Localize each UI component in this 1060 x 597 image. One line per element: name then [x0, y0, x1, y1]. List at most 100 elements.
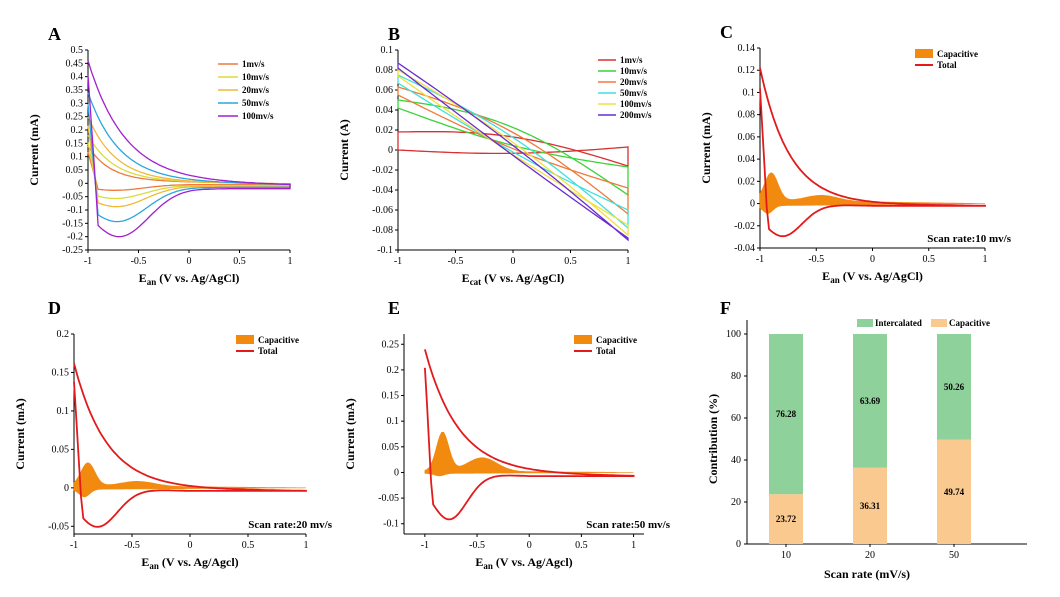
x-axis-label-main: E	[141, 555, 149, 569]
series-loop-200mv/s	[397, 61, 629, 242]
y-tick-label: 0	[78, 178, 83, 189]
panel-D: D -0.05 0 0.05 0.1 0.15 0.2 -1 -0.5 0 0.5 1 Current …	[13, 298, 333, 571]
x-axis-label-main: E	[139, 271, 147, 285]
x-tick-label: 1	[983, 254, 988, 265]
y-tick-label: 0	[736, 539, 741, 550]
y-tick-label: -0.02	[372, 165, 393, 176]
legend-label: 1mv/s	[620, 55, 643, 65]
x-tick-label: 0	[527, 540, 532, 551]
scan-rate-annotation: Scan rate:10 mv/s	[927, 233, 1011, 245]
y-tick-label: 0.1	[57, 406, 70, 417]
legend-label-capacitive: Capacitive	[949, 318, 990, 328]
series-loop-50mv/s	[397, 73, 629, 230]
panel-A: A -0.25 -0.2 -0.15 -0.1 -0.05 0 0.05 0.1 0.15 0.2 0…	[27, 24, 293, 287]
y-tick-label: -0.1	[377, 245, 393, 256]
y-tick-label: -0.25	[62, 245, 83, 256]
panel-label: B	[388, 24, 400, 44]
series-line-100mv/s	[87, 60, 291, 238]
legend-label-intercalated: Intercalated	[875, 318, 922, 328]
bar-intercalated-20	[853, 334, 887, 468]
x-axis-label: Ean (V vs. Ag/Agcl)	[475, 555, 572, 571]
panel-B: B -0.1 -0.08 -0.06 -0.04 -0.02 0 0.02 0.04 0.06 0.…	[337, 24, 652, 287]
y-axis-label: Contribution (%)	[706, 394, 720, 484]
y-tick-label: 0.12	[738, 65, 756, 76]
x-tick-label: -1	[421, 540, 429, 551]
x-tick-label: 0	[187, 256, 192, 267]
y-tick-label: -0.05	[378, 493, 399, 504]
y-axis-label: Current (mA)	[343, 398, 357, 469]
legend-swatch-capacitive	[236, 335, 254, 344]
legend-label-total: Total	[596, 346, 616, 356]
y-tick-label: 0.25	[66, 112, 84, 123]
bar-data-label: 23.72	[776, 514, 797, 524]
x-tick-label: 50	[949, 550, 959, 561]
y-tick-label: -0.05	[62, 192, 83, 203]
x-tick-label: -0.5	[131, 256, 147, 267]
panel-E: E -0.1 -0.05 0 0.05 0.1 0.15 0.2 0.25 -1 -0.5 0 0.5 1…	[343, 298, 671, 571]
legend-label-total: Total	[937, 60, 957, 70]
y-tick-label: 40	[731, 455, 741, 466]
y-tick-label: 0.08	[376, 65, 394, 76]
y-tick-label: 0.3	[71, 98, 84, 109]
y-tick-label: 0.14	[738, 43, 756, 54]
y-tick-label: -0.06	[372, 205, 393, 216]
bar-data-label: 63.69	[860, 396, 881, 406]
x-axis-label-rest: (V vs. Ag/Agcl)	[493, 555, 573, 569]
x-axis-label: Ean (V vs. Ag/AgCl)	[139, 271, 240, 287]
legend-swatch-capacitive	[931, 319, 947, 327]
x-tick-label: 10	[781, 550, 791, 561]
x-axis-label: Ean (V vs. Ag/Agcl)	[141, 555, 238, 571]
panel-C: C -0.04 -0.02 0 0.02 0.04 0.06 0.08 0.1 0.12 0.14 -…	[699, 22, 1012, 285]
legend-label: 20mv/s	[242, 85, 269, 95]
x-tick-label: 0	[511, 256, 516, 267]
x-axis-label-sub: an	[483, 561, 493, 571]
y-tick-label: 0.05	[382, 442, 400, 453]
series-line-20mv/s	[87, 116, 291, 208]
x-axis-label-main: E	[475, 555, 483, 569]
legend-label: 10mv/s	[242, 72, 269, 82]
x-tick-label: -1	[394, 256, 402, 267]
x-tick-label: 0.5	[575, 540, 588, 551]
x-tick-label: 1	[626, 256, 631, 267]
y-tick-label: 0.1	[71, 152, 84, 163]
y-tick-label: 0.1	[381, 45, 394, 56]
bar-capacitive-10	[769, 494, 803, 544]
legend-swatch-intercalated	[857, 319, 873, 327]
x-axis-label-rest: (V vs. Ag/Agcl)	[159, 555, 239, 569]
capacitive-area	[73, 462, 307, 498]
bar-capacitive-20	[853, 467, 887, 544]
y-tick-label: 0	[388, 145, 393, 156]
x-axis-label-sub: cat	[470, 277, 482, 287]
legend-label: 200mv/s	[620, 110, 652, 120]
y-tick-label: -0.2	[67, 232, 83, 243]
y-tick-label: 0.35	[66, 85, 84, 96]
panel-F: F 0 20 40 60 80 100 Contribution (%) Scan rate (…	[706, 298, 1027, 581]
total-curve	[424, 349, 635, 521]
y-tick-label: 0.1	[387, 416, 400, 427]
x-axis-label-sub: an	[149, 561, 159, 571]
series-loop-20mv/s	[397, 86, 629, 216]
x-axis-label-rest: (V vs. Ag/AgCl)	[481, 271, 564, 285]
y-tick-label: 0.45	[66, 58, 84, 69]
y-tick-label: -0.04	[372, 185, 393, 196]
scan-rate-annotation: Scan rate:20 mv/s	[248, 519, 332, 531]
capacitive-area	[424, 431, 634, 477]
x-axis-label-main: E	[822, 269, 830, 283]
legend-swatch-capacitive	[574, 335, 592, 344]
y-tick-label: 0.02	[376, 125, 394, 136]
y-tick-label: 0.02	[738, 176, 756, 187]
legend-label: 1mv/s	[242, 59, 265, 69]
bar-data-label: 50.26	[944, 382, 965, 392]
legend-label-capacitive: Capacitive	[596, 335, 637, 345]
x-axis-label-rest: (V vs. Ag/AgCl)	[156, 271, 239, 285]
legend-label-capacitive: Capacitive	[937, 49, 978, 59]
x-tick-label: 0	[870, 254, 875, 265]
y-tick-label: 0	[750, 199, 755, 210]
panel-label: A	[48, 24, 61, 44]
x-tick-label: 0.5	[923, 254, 936, 265]
x-axis-label-sub: an	[830, 275, 840, 285]
y-tick-label: 0.2	[71, 125, 84, 136]
scan-rate-annotation: Scan rate:50 mv/s	[586, 519, 670, 531]
x-axis-label-sub: an	[147, 277, 157, 287]
legend-label: 100mv/s	[242, 111, 274, 121]
